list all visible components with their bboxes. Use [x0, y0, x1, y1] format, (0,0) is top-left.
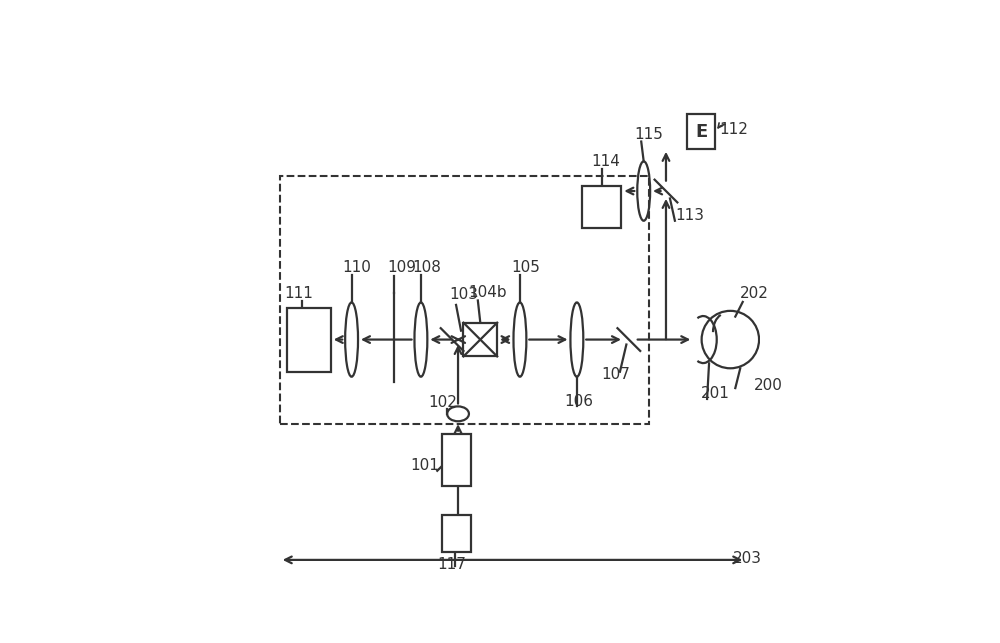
Text: 200: 200: [754, 378, 783, 393]
Bar: [280, 176, 649, 424]
Bar: [442, 515, 471, 552]
Text: 103: 103: [450, 287, 479, 302]
Text: E: E: [695, 123, 707, 141]
Text: 111: 111: [285, 286, 314, 301]
Text: 202: 202: [740, 286, 769, 301]
Text: 101: 101: [410, 458, 439, 473]
Text: 104b: 104b: [468, 285, 507, 300]
Text: 113: 113: [675, 208, 704, 223]
Text: 203: 203: [733, 551, 762, 566]
Bar: [687, 114, 715, 149]
Text: 110: 110: [343, 260, 372, 275]
Text: 201: 201: [701, 386, 730, 401]
Text: 106: 106: [564, 394, 593, 409]
Text: 115: 115: [635, 127, 664, 141]
Bar: [463, 323, 497, 356]
Text: 108: 108: [412, 260, 441, 275]
Bar: [442, 433, 471, 485]
Text: 112: 112: [719, 122, 748, 136]
Text: 109: 109: [388, 260, 417, 275]
Text: 114: 114: [592, 154, 621, 168]
Text: 107: 107: [602, 367, 630, 382]
Text: 117: 117: [437, 557, 466, 572]
Bar: [287, 309, 331, 372]
Text: 102: 102: [428, 395, 457, 410]
Bar: [582, 186, 621, 228]
Text: 105: 105: [511, 260, 540, 275]
